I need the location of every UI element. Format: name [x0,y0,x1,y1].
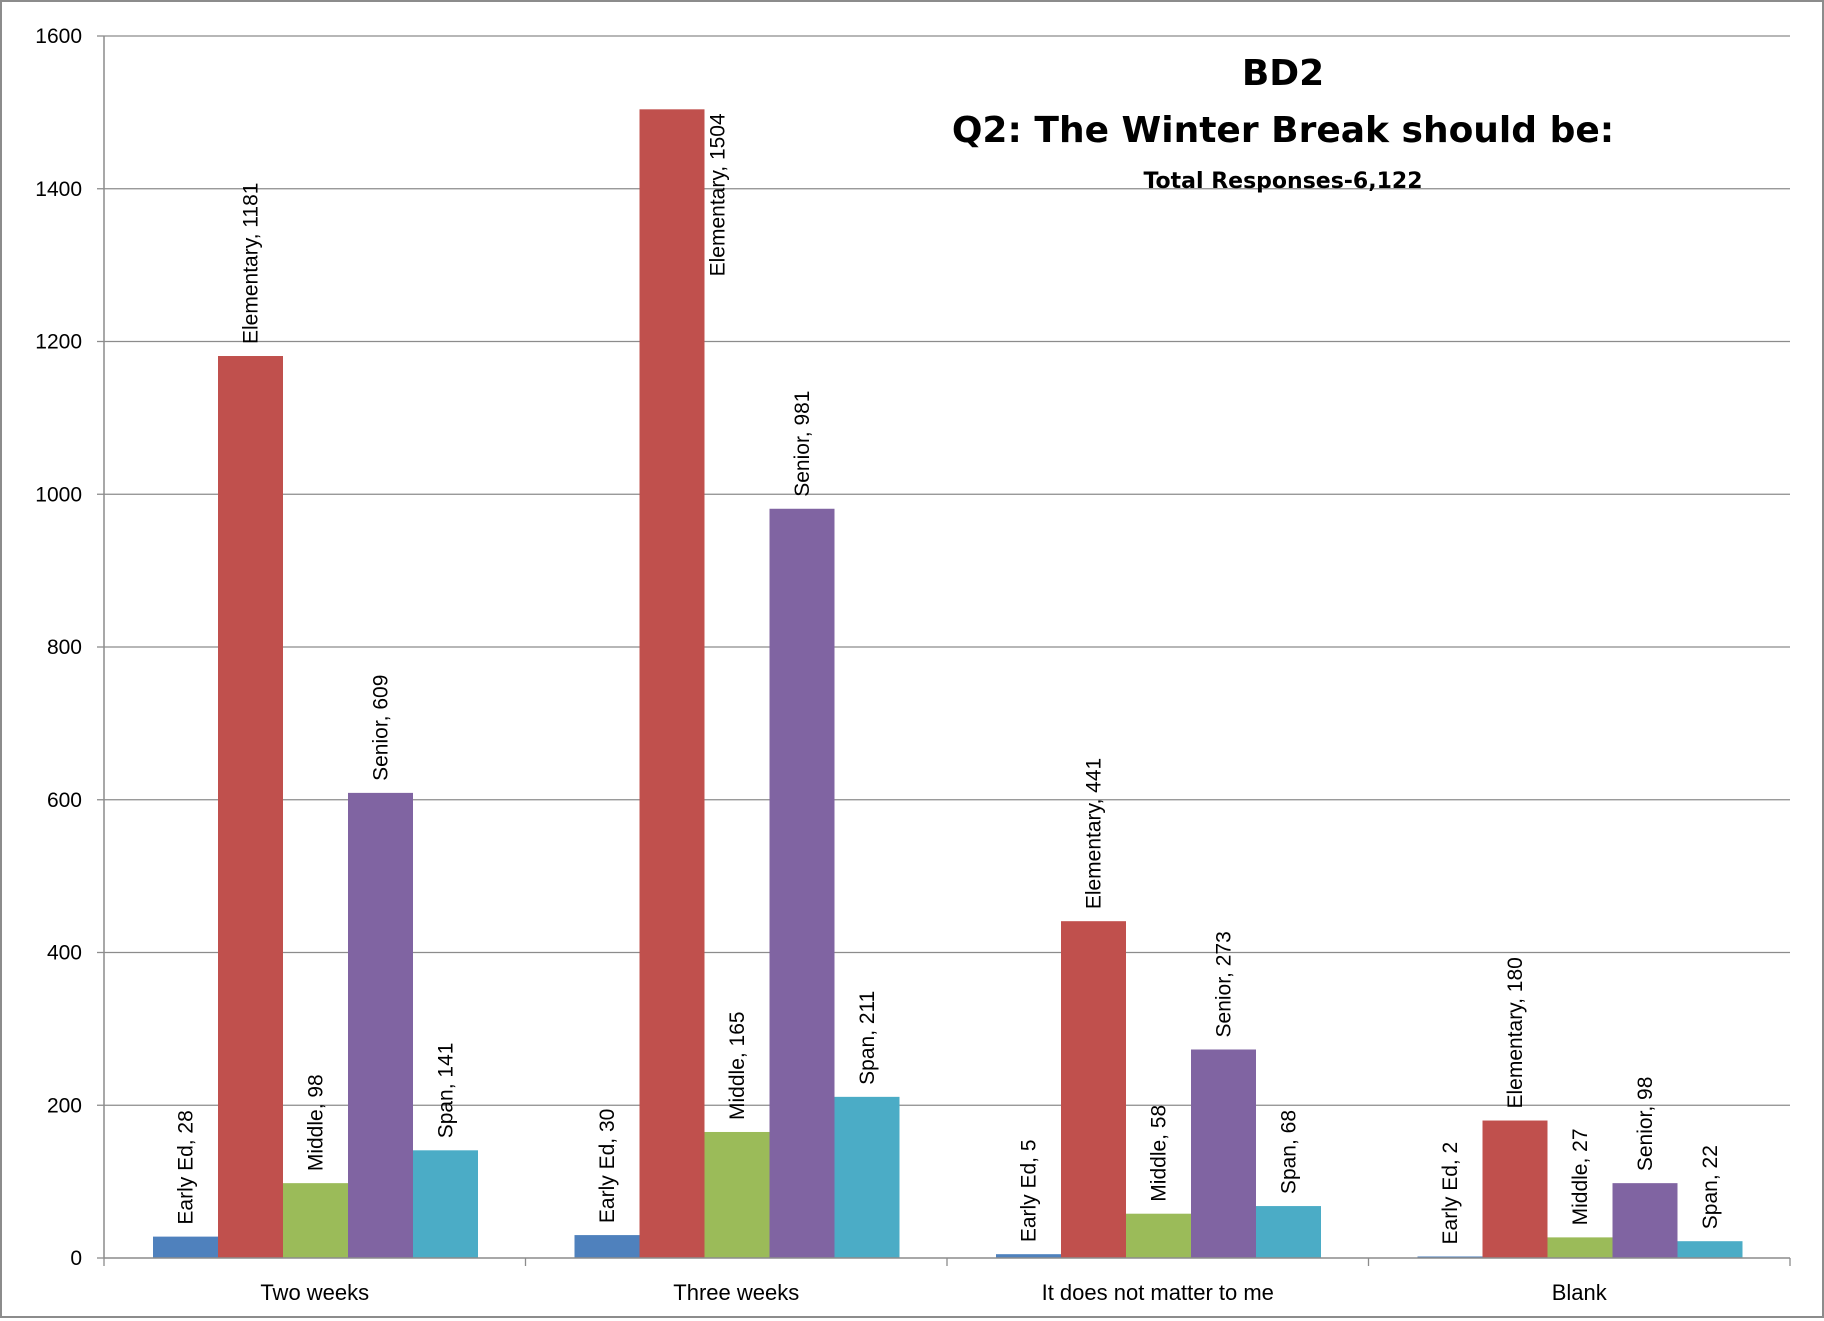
data-label: Elementary, 1181 [240,183,263,344]
data-label: Span, 211 [856,991,879,1085]
data-label: Span, 68 [1278,1110,1301,1194]
x-category-label: Three weeks [673,1280,799,1305]
y-tick-label: 600 [47,789,82,812]
data-label: Middle, 27 [1569,1128,1592,1225]
bar-span [413,1150,478,1258]
bar-senior [769,508,835,1259]
y-tick-label: 0 [70,1247,82,1270]
y-tick-label: 1600 [35,25,82,48]
x-category-label: Blank [1552,1280,1608,1305]
chart-note: Total Responses-6,122 [1143,169,1422,194]
data-label: Early Ed, 30 [596,1109,619,1223]
bar-middle [283,1183,348,1258]
data-label: Elementary, 1504 [707,113,730,276]
y-tick-label: 1000 [35,483,82,506]
data-label: Span, 22 [1699,1145,1722,1229]
axes: 0 200 400 600 800 1000 1200 1400 1600 Two weeks Th… [35,25,1791,1305]
bar-senior [348,792,413,1258]
data-label: Elementary, 441 [1083,758,1106,909]
bar-early-ed [1417,1256,1483,1258]
data-label: Senior, 609 [370,675,393,781]
data-label: Middle, 165 [726,1011,749,1120]
y-tick-label: 400 [47,942,82,965]
data-label: Elementary, 180 [1504,957,1527,1108]
data-label: Middle, 98 [305,1074,328,1171]
data-label: Senior, 273 [1213,931,1236,1037]
bar-elementary [218,356,283,1259]
bars [153,109,1743,1259]
x-category-label: It does not matter to me [1042,1280,1274,1305]
y-tick-label: 800 [47,636,82,659]
x-category-label: Two weeks [260,1280,369,1305]
bar-early-ed [574,1235,640,1258]
data-label: Senior, 981 [791,390,814,496]
data-label: Early Ed, 2 [1439,1142,1462,1245]
data-label: Middle, 58 [1148,1105,1171,1202]
bar-senior [1612,1183,1678,1258]
data-label: Early Ed, 5 [1018,1139,1041,1242]
chart-title-block: BD2 Q2: The Winter Break should be: Tota… [952,53,1614,194]
bar-early-ed [996,1254,1061,1258]
bar-elementary [639,109,705,1259]
bar-senior [1191,1049,1256,1258]
bar-elementary [1061,921,1126,1258]
bar-span [1256,1206,1321,1258]
chart-title: BD2 [1242,53,1324,94]
chart-subtitle: Q2: The Winter Break should be: [952,110,1614,151]
y-tick-label: 1400 [35,178,82,201]
y-tick-label: 1200 [35,331,82,354]
bar-middle [1547,1237,1613,1258]
y-tick-label: 200 [47,1094,82,1117]
bar-early-ed [153,1236,218,1258]
data-label: Early Ed, 28 [175,1110,198,1224]
bar-middle [1126,1213,1191,1258]
data-labels: Early Ed, 28 Elementary, 1181 Middle, 98 Se… [175,113,1723,1244]
bar-middle [704,1131,770,1258]
bar-span [1677,1241,1743,1258]
data-label: Span, 141 [435,1043,458,1139]
data-label: Senior, 98 [1634,1077,1657,1172]
bar-span [834,1096,900,1258]
bar-elementary [1482,1120,1548,1258]
